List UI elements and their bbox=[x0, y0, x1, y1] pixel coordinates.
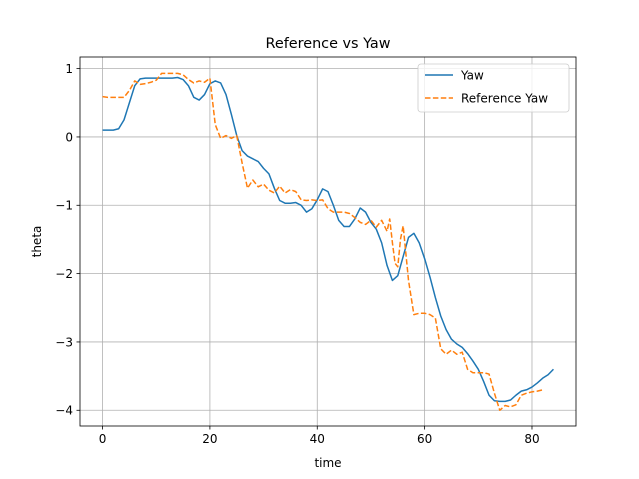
grid bbox=[80, 57, 576, 426]
y-tick-label: −1 bbox=[55, 199, 73, 213]
ticks: 0 20 40 60 80 1 0 −1 −2 −3 −4 bbox=[55, 62, 539, 446]
series-line-reference-yaw bbox=[102, 72, 543, 412]
x-tick-label: 60 bbox=[417, 432, 432, 446]
series-layer bbox=[102, 72, 554, 412]
x-tick-label: 80 bbox=[524, 432, 539, 446]
y-axis-label: theta bbox=[30, 226, 44, 258]
y-tick-label: 0 bbox=[65, 130, 73, 144]
y-tick-label: 1 bbox=[65, 62, 73, 76]
legend-label-reference-yaw: Reference Yaw bbox=[461, 92, 548, 106]
x-tick-label: 20 bbox=[202, 432, 217, 446]
legend-label-yaw: Yaw bbox=[460, 69, 484, 83]
x-tick-label: 40 bbox=[310, 432, 325, 446]
series-line-yaw bbox=[102, 76, 554, 403]
chart-title: Reference vs Yaw bbox=[265, 36, 390, 52]
x-axis-label: time bbox=[314, 456, 341, 470]
y-tick-label: −2 bbox=[55, 267, 73, 281]
x-tick-label: 0 bbox=[99, 432, 107, 446]
legend-box bbox=[417, 63, 570, 113]
y-tick-label: −4 bbox=[55, 404, 73, 418]
y-tick-label: −3 bbox=[55, 335, 73, 349]
axes-frame bbox=[79, 56, 577, 427]
legend: Yaw Reference Yaw bbox=[417, 63, 570, 113]
